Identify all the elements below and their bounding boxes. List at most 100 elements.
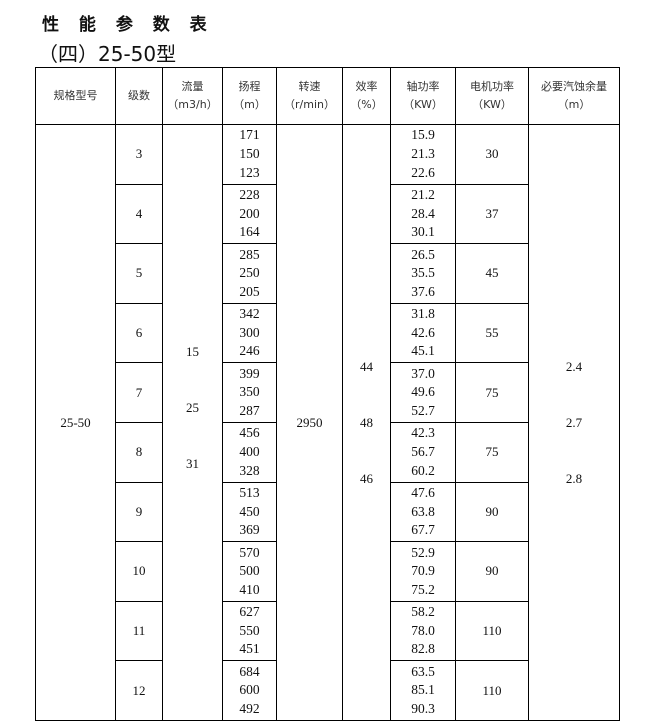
flow-cell: 15 25 31 [162, 124, 223, 721]
value: 205 [239, 283, 260, 299]
value: 31 [186, 456, 199, 471]
value: 22.6 [411, 164, 435, 180]
head-cell: 513 450 369 [222, 481, 277, 543]
header-unit: （r/min） [284, 98, 335, 111]
value: 46 [360, 470, 373, 486]
header-name: 电机功率 [470, 80, 514, 93]
value: 45.1 [411, 343, 435, 359]
value: 285 [239, 246, 260, 262]
value: 63.8 [411, 503, 435, 519]
head-cell: 285 250 205 [222, 243, 277, 304]
value: 250 [239, 265, 260, 281]
value: 627 [239, 604, 260, 620]
value: 600 [239, 682, 260, 698]
stage-cell: 4 [115, 183, 163, 245]
column-header: 扬程 （m） [222, 67, 277, 125]
motor-power-cell: 110 [455, 660, 529, 721]
value: 123 [239, 164, 260, 180]
header-name: 效率 [355, 80, 378, 93]
motor-power-cell: 30 [455, 124, 529, 185]
shaft-power-cell: 58.2 78.0 82.8 [390, 600, 456, 662]
stage-cell: 3 [115, 124, 163, 185]
column-header: 效率 （%） [342, 67, 391, 125]
header-unit: （KW） [403, 98, 443, 111]
value: 44 [360, 358, 373, 374]
value: 56.7 [411, 443, 435, 459]
value: 70.9 [411, 563, 435, 579]
page-subtitle: （四）25-50型 [38, 42, 177, 66]
column-header: 规格型号 [35, 67, 116, 125]
header-name: 必要汽蚀余量 [541, 80, 607, 93]
motor-power-cell: 55 [455, 302, 529, 364]
head-cell: 456 400 328 [222, 421, 277, 483]
value: 164 [239, 224, 260, 240]
value: 63.5 [411, 663, 435, 679]
table-row: 8 456 400 328 42.3 56.7 60.2 75 [36, 421, 620, 483]
header-name: 扬程 [238, 80, 261, 93]
header-name: 级数 [128, 89, 150, 102]
shaft-power-cell: 42.3 56.7 60.2 [390, 421, 456, 483]
stage-cell: 8 [115, 421, 163, 483]
value: 30.1 [411, 224, 435, 240]
motor-power-cell: 110 [455, 600, 529, 662]
value: 52.7 [411, 402, 435, 418]
column-header: 流量 （m3/h） [162, 67, 223, 125]
head-cell: 570 500 410 [222, 541, 277, 602]
page-title: 性 能 参 数 表 [42, 15, 214, 35]
stage-cell: 7 [115, 362, 163, 423]
value: 25 [186, 400, 199, 415]
value: 37.0 [411, 365, 435, 381]
efficiency-cell: 44 48 46 [342, 124, 391, 721]
value: 37.6 [411, 283, 435, 299]
value: 26.5 [411, 246, 435, 262]
value: 31.8 [411, 306, 435, 322]
value: 78.0 [411, 622, 435, 638]
model-cell: 25-50 [35, 124, 116, 721]
column-header: 轴功率 （KW） [390, 67, 456, 125]
value: 450 [239, 503, 260, 519]
value: 410 [239, 581, 260, 597]
value: 52.9 [411, 544, 435, 560]
motor-power-cell: 90 [455, 541, 529, 602]
value: 90.3 [411, 700, 435, 716]
value: 15 [186, 344, 199, 359]
value: 492 [239, 700, 260, 716]
table-row: 5 285 250 205 26.5 35.5 37.6 45 [36, 243, 620, 304]
value: 684 [239, 663, 260, 679]
head-cell: 399 350 287 [222, 362, 277, 423]
motor-power-cell: 37 [455, 183, 529, 245]
stage-cell: 9 [115, 481, 163, 543]
header-unit: （KW） [472, 98, 512, 111]
column-header: 转速 （r/min） [276, 67, 343, 125]
performance-table: 规格型号 级数 流量 （m3/h） 扬程 （m） 转速 （r/min） 效率 （%） 轴功率 （KW）… [35, 67, 620, 721]
shaft-power-cell: 52.9 70.9 75.2 [390, 541, 456, 602]
table-row: 12 684 600 492 63.5 85.1 90.3 110 [36, 660, 620, 721]
value: 75.2 [411, 581, 435, 597]
value: 85.1 [411, 682, 435, 698]
value: 2.4 [565, 358, 583, 374]
value: 513 [239, 484, 260, 500]
shaft-power-cell: 63.5 85.1 90.3 [390, 660, 456, 721]
value: 82.8 [411, 641, 435, 657]
speed-cell: 2950 [276, 124, 343, 721]
motor-power-cell: 75 [455, 421, 529, 483]
value: 15.9 [411, 127, 435, 143]
value: 28.4 [411, 205, 435, 221]
header-unit: （m） [557, 98, 591, 111]
table-row: 4 228 200 164 21.2 28.4 30.1 37 [36, 183, 620, 245]
value: 21.2 [411, 187, 435, 202]
value: 550 [239, 622, 260, 638]
table-row: 6 342 300 246 31.8 42.6 45.1 55 [36, 302, 620, 364]
value: 35.5 [411, 265, 435, 281]
header-unit: （m） [233, 98, 266, 111]
value: 42.3 [411, 425, 435, 441]
shaft-power-cell: 37.0 49.6 52.7 [390, 362, 456, 423]
stage-cell: 11 [115, 600, 163, 662]
head-cell: 627 550 451 [222, 600, 277, 662]
value: 300 [239, 324, 260, 340]
value: 500 [239, 563, 260, 579]
header-unit: （m3/h） [167, 98, 218, 111]
stage-cell: 6 [115, 302, 163, 364]
table-row: 7 399 350 287 37.0 49.6 52.7 75 [36, 362, 620, 423]
npsh-cell: 2.4 2.7 2.8 [528, 124, 620, 721]
